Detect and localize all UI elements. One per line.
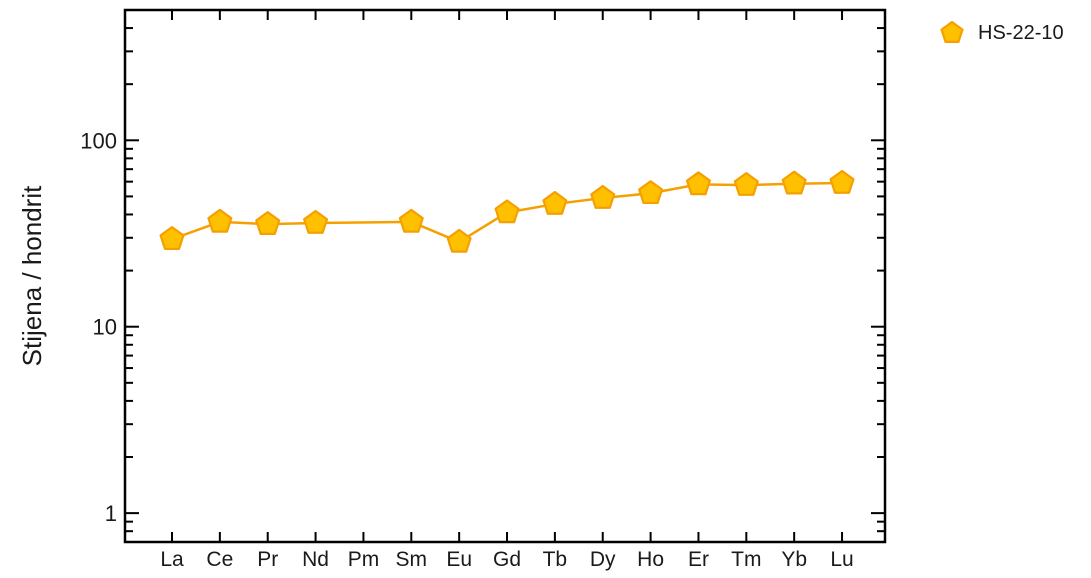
x-tick-label: Dy xyxy=(590,548,616,571)
axis-ticks xyxy=(125,10,885,542)
x-tick-label: Lu xyxy=(830,548,853,571)
x-tick-labels: La Ce Pr Nd Pm Sm Eu Gd Tb Dy Ho Er Tm Yb Lu xyxy=(160,548,853,571)
x-tick-label: La xyxy=(160,548,184,571)
plot-frame xyxy=(125,10,885,542)
x-tick-label: Gd xyxy=(493,548,521,571)
data-point xyxy=(639,181,662,203)
data-point xyxy=(208,210,231,232)
x-tick-label: Ho xyxy=(637,548,664,571)
x-tick-label: Eu xyxy=(446,548,472,571)
y-tick-label: 100 xyxy=(80,128,117,153)
y-tick-label: 10 xyxy=(93,315,117,340)
x-tick-label: Sm xyxy=(396,548,428,571)
legend: HS-22-10 xyxy=(942,22,1064,44)
x-tick-label: Yb xyxy=(781,548,807,571)
data-point xyxy=(831,171,854,193)
data-point xyxy=(256,212,279,234)
data-point xyxy=(591,186,614,208)
x-tick-label: Nd xyxy=(302,548,329,571)
legend-pentagon-icon xyxy=(942,22,963,42)
data-point xyxy=(400,210,423,232)
x-tick-label: Pm xyxy=(348,548,380,571)
x-tick-label: Tb xyxy=(543,548,568,571)
x-tick-label: Tm xyxy=(731,548,761,571)
series-hs-22-10 xyxy=(161,171,854,252)
x-tick-label: Er xyxy=(688,548,709,571)
x-tick-label: Ce xyxy=(206,548,233,571)
data-point xyxy=(543,192,566,214)
y-tick-labels: 1 10 100 xyxy=(80,128,117,526)
y-axis-title: Stijena / hondrit xyxy=(17,185,47,366)
legend-label: HS-22-10 xyxy=(978,22,1064,44)
data-point xyxy=(783,172,806,194)
data-point xyxy=(161,227,184,249)
data-point xyxy=(735,173,758,195)
x-tick-label: Pr xyxy=(257,548,278,571)
data-point xyxy=(687,172,710,194)
legend-marker-pentagon-icon xyxy=(942,22,963,42)
data-point xyxy=(496,200,519,222)
data-point xyxy=(448,230,471,252)
data-point xyxy=(304,211,327,233)
y-tick-label: 1 xyxy=(105,501,117,526)
